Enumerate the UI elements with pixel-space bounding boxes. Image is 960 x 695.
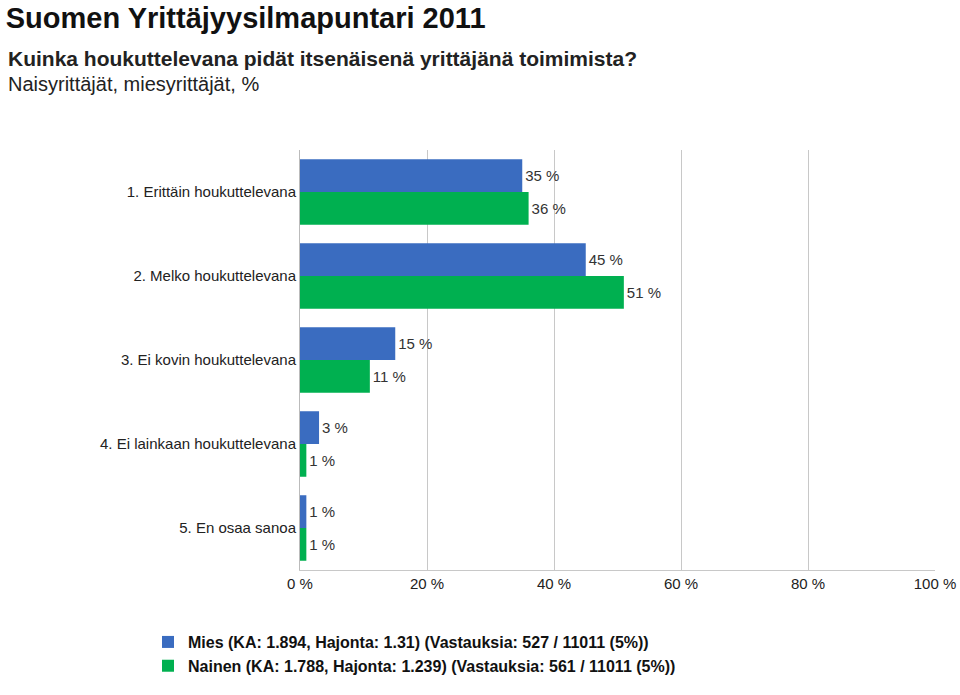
svg-text:2. Melko houkuttelevana: 2. Melko houkuttelevana bbox=[133, 267, 296, 284]
svg-text:5. En osaa sanoa: 5. En osaa sanoa bbox=[179, 519, 296, 536]
svg-text:11 %: 11 % bbox=[373, 368, 406, 385]
svg-text:Suomen Yrittäjyysilmapuntari 2: Suomen Yrittäjyysilmapuntari 2011 bbox=[6, 2, 486, 34]
svg-text:1 %: 1 % bbox=[309, 503, 335, 520]
svg-text:1 %: 1 % bbox=[309, 536, 335, 553]
svg-text:1. Erittäin houkuttelevana: 1. Erittäin houkuttelevana bbox=[127, 183, 297, 200]
svg-text:3 %: 3 % bbox=[322, 419, 348, 436]
svg-text:20 %: 20 % bbox=[410, 575, 444, 592]
svg-text:36 %: 36 % bbox=[532, 200, 566, 217]
svg-text:Kuinka houkuttelevana pidät it: Kuinka houkuttelevana pidät itsenäisenä … bbox=[8, 47, 637, 70]
svg-text:100 %: 100 % bbox=[914, 575, 957, 592]
svg-text:80 %: 80 % bbox=[791, 575, 825, 592]
svg-text:Naisyrittäjät, miesyrittäjät,: Naisyrittäjät, miesyrittäjät, % bbox=[8, 73, 259, 95]
svg-text:51 %: 51 % bbox=[627, 284, 661, 301]
svg-text:35 %: 35 % bbox=[525, 167, 559, 184]
svg-text:4. Ei lainkaan houkuttelevana: 4. Ei lainkaan houkuttelevana bbox=[100, 435, 297, 452]
svg-text:40 %: 40 % bbox=[537, 575, 571, 592]
svg-text:15 %: 15 % bbox=[398, 335, 432, 352]
svg-text:1 %: 1 % bbox=[309, 452, 335, 469]
svg-text:0 %: 0 % bbox=[287, 575, 313, 592]
svg-text:Nainen (KA: 1.788, Hajonta: 1.: Nainen (KA: 1.788, Hajonta: 1.239) (Vast… bbox=[188, 658, 675, 675]
svg-text:60 %: 60 % bbox=[664, 575, 698, 592]
svg-text:Mies (KA: 1.894, Hajonta: 1.31: Mies (KA: 1.894, Hajonta: 1.31) (Vastauk… bbox=[188, 634, 649, 651]
svg-text:3. Ei kovin houkuttelevana: 3. Ei kovin houkuttelevana bbox=[121, 351, 297, 368]
svg-text:45 %: 45 % bbox=[589, 251, 623, 268]
